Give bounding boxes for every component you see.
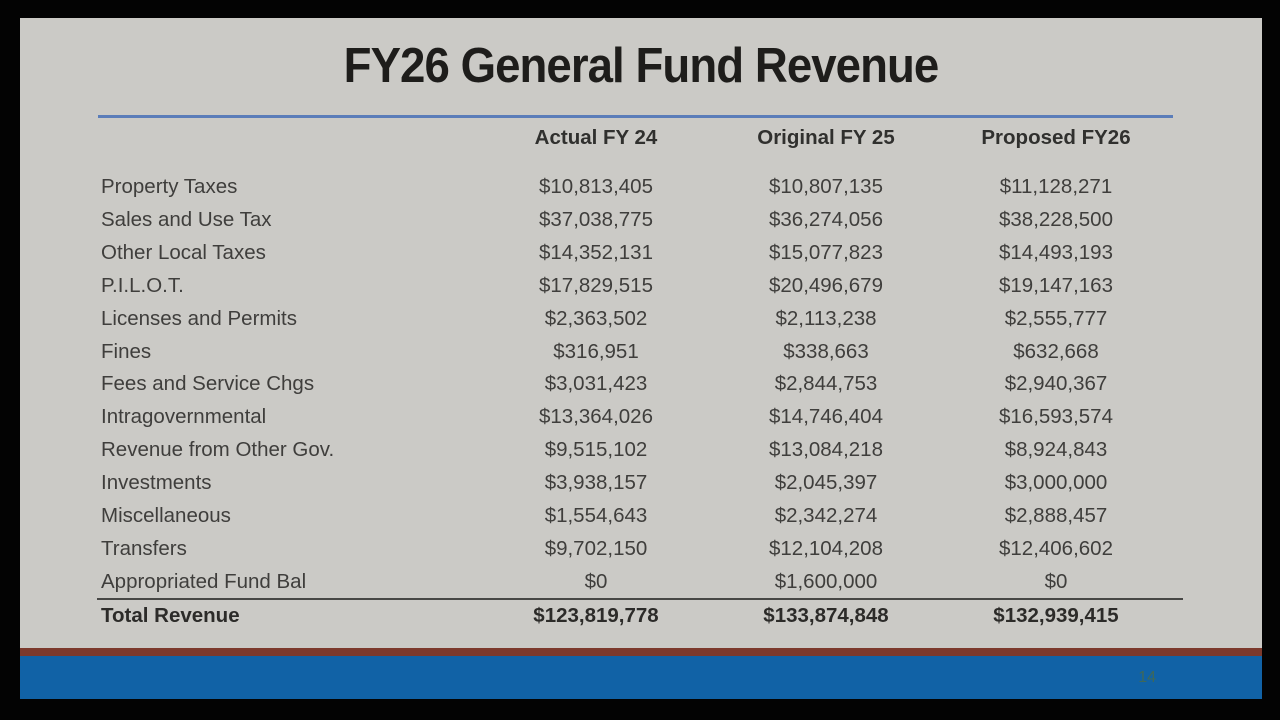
column-header-actual-fy24: Actual FY 24 (534, 126, 658, 149)
row-label: Other Local Taxes (101, 241, 266, 265)
table-row: Transfers $9,702,150 $12,104,208 $12,406,60… (101, 532, 1175, 565)
table-header-row: Actual FY 24 Original FY 25 Proposed FY2… (101, 122, 1175, 154)
table-row: P.I.L.O.T. $17,829,515 $20,496,679 $19,147,… (101, 270, 1175, 303)
row-label: Transfers (101, 536, 187, 560)
total-original-fy25: $133,874,848 (763, 604, 889, 628)
table-row: Revenue from Other Gov. $9,515,102 $13,084… (101, 434, 1175, 467)
row-label: Miscellaneous (101, 503, 231, 527)
row-value: $3,000,000 (1004, 471, 1108, 495)
table-row: Miscellaneous $1,554,643 $2,342,274 $2,888,… (101, 499, 1175, 532)
table-row: Fines $316,951 $338,663 $632,668 (101, 335, 1175, 368)
row-value: $10,807,135 (768, 175, 883, 199)
row-label: Fees and Service Chgs (101, 372, 315, 396)
row-value: $2,113,238 (775, 306, 877, 330)
row-value: $16,593,574 (998, 405, 1113, 429)
row-value: $3,031,423 (544, 372, 648, 396)
title-underline (98, 115, 1173, 118)
column-header-original-fy25: Original FY 25 (757, 126, 895, 149)
row-value: $11,128,271 (999, 175, 1113, 199)
table-body: Property Taxes $10,813,405 $10,807,135 $11,… (101, 171, 1175, 598)
page-number: 14 (1138, 668, 1156, 686)
table-row: Other Local Taxes $14,352,131 $15,077,823 $… (101, 237, 1175, 270)
column-header-proposed-fy26: Proposed FY26 (981, 126, 1131, 149)
row-value: $2,888,457 (1004, 503, 1108, 527)
total-row-label: Total Revenue (101, 604, 240, 628)
row-value: $20,496,679 (768, 273, 883, 297)
row-label: Fines (101, 339, 152, 363)
row-value: $2,363,502 (544, 306, 648, 330)
row-value: $632,668 (1013, 339, 1099, 363)
table-row: Appropriated Fund Bal $0 $1,600,000 $0 (101, 565, 1175, 598)
row-value: $14,493,193 (998, 241, 1113, 265)
row-value: $38,228,500 (998, 208, 1113, 232)
presentation-slide: FY26 General Fund Revenue Actual FY 24 O… (20, 18, 1262, 699)
table-row: Intragovernmental $13,364,026 $14,746,404 $… (101, 401, 1175, 434)
total-separator-line (97, 597, 1183, 600)
row-value: $0 (584, 569, 608, 593)
row-value: $316,951 (553, 339, 639, 363)
row-value: $19,147,163 (998, 273, 1113, 297)
table-row: Sales and Use Tax $37,038,775 $36,274,056 $… (101, 204, 1175, 237)
total-proposed-fy26: $132,939,415 (993, 604, 1119, 628)
total-row: Total Revenue $123,819,778 $133,874,848 … (101, 600, 1175, 633)
row-value: $13,364,026 (538, 405, 653, 429)
slide-title: FY26 General Fund Revenue (343, 39, 940, 93)
table-row: Property Taxes $10,813,405 $10,807,135 $11,… (101, 171, 1175, 204)
row-value: $3,938,157 (544, 471, 648, 495)
row-value: $338,663 (783, 339, 869, 363)
row-label: Intragovernmental (101, 405, 267, 429)
row-value: $9,702,150 (544, 536, 648, 560)
table-row: Fees and Service Chgs $3,031,423 $2,844,75… (101, 368, 1175, 401)
row-value: $2,844,753 (774, 372, 878, 396)
row-value: $13,084,218 (768, 438, 883, 462)
row-value: $9,515,102 (544, 438, 648, 462)
row-value: $17,829,515 (538, 273, 653, 297)
footer-blue-bar: 14 (20, 656, 1262, 699)
row-value: $37,038,775 (538, 208, 653, 232)
row-value: $0 (1044, 569, 1068, 593)
row-value: $14,352,131 (538, 241, 653, 265)
row-value: $36,274,056 (768, 208, 883, 232)
row-value: $12,406,602 (998, 536, 1113, 560)
footer-maroon-stripe (20, 648, 1262, 656)
row-value: $2,940,367 (1004, 372, 1108, 396)
revenue-table: Actual FY 24 Original FY 25 Proposed FY2… (97, 122, 1183, 633)
row-label: Appropriated Fund Bal (101, 569, 307, 593)
row-label: Investments (101, 471, 212, 495)
row-value: $2,555,777 (1004, 306, 1108, 330)
row-label: Revenue from Other Gov. (101, 438, 335, 462)
row-label: Licenses and Permits (101, 306, 297, 330)
row-value: $1,554,643 (544, 503, 648, 527)
row-value: $1,600,000 (774, 569, 878, 593)
table-row: Licenses and Permits $2,363,502 $2,113,238… (101, 302, 1175, 335)
row-value: $15,077,823 (768, 241, 883, 265)
row-value: $2,045,397 (774, 471, 878, 495)
row-label: P.I.L.O.T. (101, 273, 184, 297)
row-label: Property Taxes (101, 175, 238, 199)
row-value: $2,342,274 (774, 503, 878, 527)
row-value: $14,746,404 (768, 405, 883, 429)
row-value: $8,924,843 (1004, 438, 1108, 462)
total-actual-fy24: $123,819,778 (533, 604, 659, 628)
row-value: $12,104,208 (768, 536, 883, 560)
row-value: $10,813,405 (538, 175, 653, 199)
table-row: Investments $3,938,157 $2,045,397 $3,000,00… (101, 467, 1175, 500)
row-label: Sales and Use Tax (101, 208, 272, 232)
